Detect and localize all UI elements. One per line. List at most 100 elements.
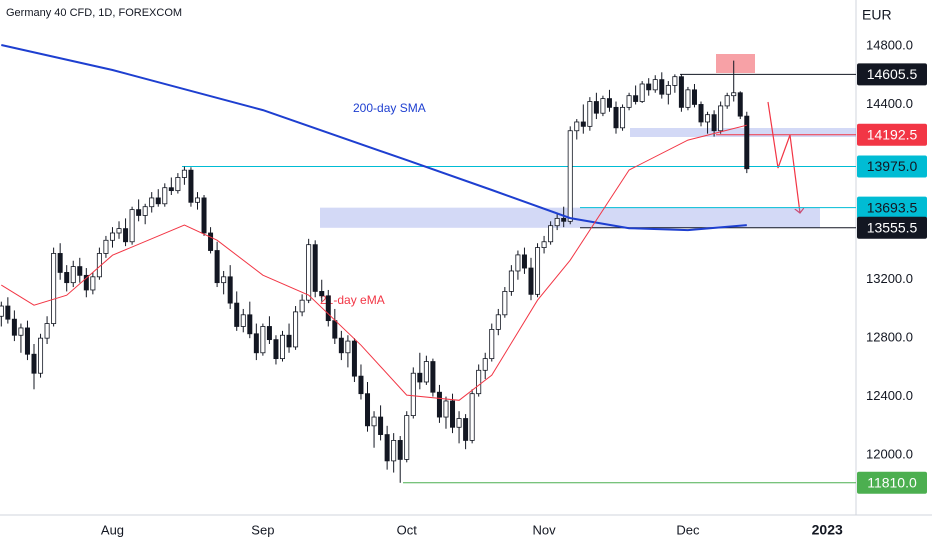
- candle-body: [299, 299, 305, 313]
- candle-body: [279, 334, 285, 360]
- candle-body: [18, 327, 24, 336]
- candle-body: [469, 393, 475, 441]
- candle-body: [626, 95, 632, 108]
- candle-body: [378, 416, 384, 435]
- resistance-band: [630, 128, 856, 137]
- level-label: 13555.5: [867, 220, 918, 236]
- level-label-box: [857, 123, 927, 146]
- candle-body: [600, 98, 606, 114]
- candle-body: [181, 169, 187, 178]
- candle-body: [247, 314, 253, 335]
- candle-body: [83, 274, 89, 291]
- candle-body: [155, 197, 161, 205]
- candle-body: [332, 320, 338, 339]
- candle-body: [580, 121, 586, 127]
- candle-body: [554, 217, 560, 227]
- candle-body: [142, 206, 148, 216]
- candle-body: [129, 209, 135, 243]
- candle-body: [384, 434, 390, 462]
- level-label-box: [857, 196, 927, 219]
- candle-body: [587, 101, 593, 127]
- candle-body: [31, 353, 37, 374]
- level-label: 11810.0: [867, 474, 917, 490]
- candle-body: [561, 217, 567, 222]
- candle-body: [423, 361, 429, 383]
- candle-body: [273, 339, 279, 360]
- candle-body: [535, 247, 541, 295]
- chart-title: Germany 40 CFD, 1D, FOREXCOM: [6, 7, 182, 19]
- y-tick-label: 14400.0: [866, 96, 913, 111]
- candle-body: [208, 232, 214, 251]
- x-tick-label: Aug: [101, 522, 124, 537]
- candle-body: [253, 333, 259, 354]
- candle-body: [312, 244, 318, 292]
- candle-body: [508, 270, 514, 292]
- candle-body: [201, 197, 207, 234]
- y-tick-label: 13200.0: [866, 271, 913, 286]
- candle-body: [450, 400, 456, 428]
- candle-body: [476, 369, 482, 395]
- y-tick-label: 12000.0: [866, 446, 913, 461]
- candle-body: [371, 416, 377, 427]
- candle-body: [430, 361, 436, 393]
- candle-body: [70, 266, 76, 284]
- candle-body: [286, 334, 292, 348]
- candle-body: [397, 440, 403, 460]
- candle-body: [567, 130, 573, 222]
- candle-body: [64, 272, 70, 284]
- candle-body: [162, 187, 168, 205]
- candle-body: [574, 121, 580, 132]
- candle-body: [502, 291, 508, 316]
- candle-body: [744, 115, 750, 170]
- candle-body: [338, 337, 344, 354]
- candle-body: [77, 266, 83, 276]
- candle-body: [705, 114, 711, 123]
- candle-body: [495, 314, 501, 330]
- candle-body: [240, 314, 246, 327]
- candle-body: [293, 311, 299, 348]
- level-label-box: [857, 471, 927, 494]
- candle-body: [678, 76, 684, 108]
- level-label: 13975.0: [867, 158, 918, 174]
- candle-body: [646, 83, 652, 91]
- x-tick-label: 2023: [812, 522, 843, 538]
- level-label-box: [857, 63, 927, 86]
- candle-body: [404, 415, 410, 460]
- candle-body: [541, 241, 547, 249]
- candle-body: [737, 92, 743, 117]
- candle-body: [482, 358, 488, 371]
- y-tick-label: 14800.0: [866, 37, 913, 52]
- candle-body: [90, 276, 96, 291]
- candle-body: [456, 418, 462, 428]
- ema-annotation: 21-day eMA: [320, 293, 385, 307]
- candle-body: [188, 169, 194, 203]
- candle-body: [593, 101, 599, 114]
- candle-body: [234, 302, 240, 327]
- candle-body: [306, 244, 312, 301]
- candle-body: [227, 276, 233, 304]
- candle-body: [711, 114, 717, 132]
- currency-label: EUR: [862, 7, 892, 23]
- candle-body: [724, 95, 730, 107]
- candle-body: [685, 89, 691, 108]
- candle-body: [620, 106, 626, 129]
- candle-body: [731, 92, 737, 97]
- candle-body: [260, 326, 266, 354]
- level-label-box: [857, 155, 927, 178]
- x-tick-label: Nov: [533, 522, 557, 537]
- candle-body: [24, 327, 30, 355]
- sma-annotation: 200-day SMA: [353, 101, 426, 115]
- y-tick-label: 12400.0: [866, 388, 913, 403]
- level-label: 13693.5: [867, 199, 918, 215]
- x-tick-label: Oct: [397, 522, 418, 537]
- candle-body: [613, 106, 619, 129]
- candle-body: [606, 98, 612, 108]
- candle-body: [548, 225, 554, 243]
- candle-body: [44, 323, 50, 339]
- candle-body: [5, 305, 11, 320]
- x-tick-label: Sep: [251, 522, 274, 537]
- candle-body: [136, 209, 142, 216]
- candle-body: [11, 318, 17, 336]
- candle-body: [116, 228, 122, 234]
